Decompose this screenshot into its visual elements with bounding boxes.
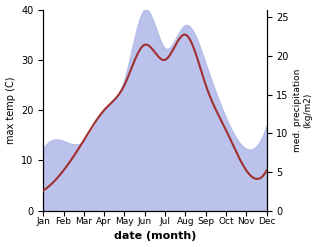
X-axis label: date (month): date (month)	[114, 231, 196, 242]
Y-axis label: max temp (C): max temp (C)	[5, 76, 16, 144]
Y-axis label: med. precipitation
(kg/m2): med. precipitation (kg/m2)	[293, 68, 313, 152]
